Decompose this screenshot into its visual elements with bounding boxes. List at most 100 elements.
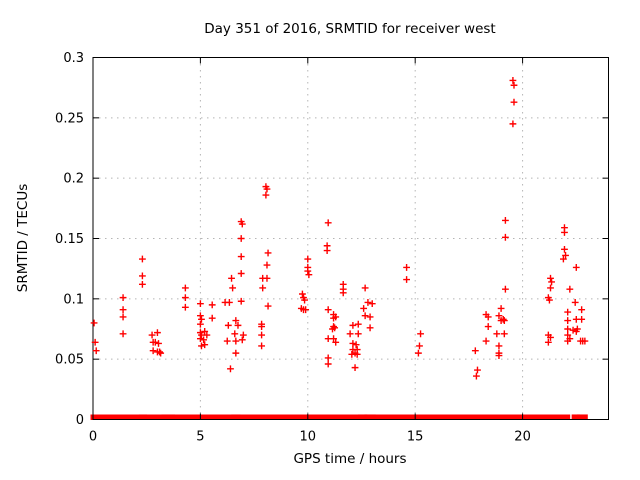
data-point — [416, 342, 423, 350]
x-axis-label: GPS time / hours — [293, 451, 406, 467]
data-point — [139, 255, 146, 263]
data-point — [547, 334, 554, 341]
data-point — [139, 272, 146, 280]
data-point — [330, 335, 337, 343]
data-point — [237, 270, 245, 277]
data-point — [302, 306, 310, 314]
data-point — [232, 317, 240, 324]
data-point — [208, 314, 216, 322]
x-tick-label: 15 — [407, 430, 424, 445]
data-point — [564, 331, 572, 339]
data-point — [198, 315, 205, 323]
x-tick-label: 0 — [89, 430, 97, 445]
data-point — [495, 312, 503, 320]
data-point — [559, 255, 567, 263]
data-point — [258, 331, 266, 339]
data-point — [264, 249, 272, 257]
y-tick-label: 0.15 — [55, 232, 84, 247]
data-point — [364, 299, 372, 306]
data-point — [360, 305, 368, 312]
data-point — [201, 328, 209, 335]
data-point — [361, 312, 369, 320]
data-point — [238, 220, 246, 228]
data-point — [323, 247, 331, 254]
chart-title: Day 351 of 2016, SRMTID for receiver wes… — [204, 21, 495, 37]
data-point — [502, 233, 509, 241]
y-tick-label: 0.25 — [55, 111, 84, 126]
data-point — [237, 297, 245, 305]
data-point — [415, 349, 422, 357]
data-point — [181, 294, 189, 302]
data-point — [510, 81, 518, 89]
data-point — [493, 330, 501, 338]
data-point — [417, 330, 424, 338]
data-point — [263, 274, 271, 282]
data-point — [119, 306, 127, 314]
data-point — [569, 326, 577, 334]
data-point — [259, 284, 267, 292]
data-point — [497, 305, 505, 312]
tick-marks — [92, 57, 609, 420]
data-point — [181, 284, 189, 292]
data-point — [324, 360, 332, 368]
data-point — [264, 302, 272, 310]
data-point — [547, 284, 554, 292]
data-point — [368, 300, 376, 308]
data-point — [361, 284, 369, 292]
data-point — [502, 217, 509, 224]
data-point — [354, 320, 362, 328]
data-point — [562, 251, 569, 259]
data-point — [353, 350, 361, 358]
data-point — [258, 342, 266, 350]
y-tick-label: 0.1 — [63, 292, 84, 307]
data-point — [227, 365, 234, 373]
data-point — [500, 330, 508, 338]
tick-labels: 0 5 10 15 20 0 0.05 0.1 0.15 0.2 0.25 0.3 — [55, 51, 531, 445]
data-point — [301, 296, 308, 304]
data-point — [349, 340, 357, 347]
data-point — [196, 320, 204, 328]
data-point — [561, 245, 568, 253]
data-point — [495, 342, 503, 350]
data-point — [258, 323, 266, 330]
y-tick-label: 0.05 — [55, 353, 84, 368]
data-point — [232, 337, 240, 345]
data-point — [547, 274, 554, 282]
data-point — [329, 325, 336, 333]
data-point — [238, 336, 246, 344]
data-point — [482, 337, 490, 345]
data-point — [305, 271, 313, 279]
data-point — [499, 315, 507, 323]
data-point — [231, 330, 239, 338]
data-point — [157, 349, 165, 357]
data-point — [571, 299, 579, 306]
data-point — [156, 348, 163, 356]
data-point — [581, 337, 589, 345]
data-point — [196, 300, 204, 308]
data-point — [263, 185, 271, 193]
data-point — [151, 338, 159, 346]
data-point — [564, 308, 572, 316]
data-point — [484, 323, 492, 330]
y-tick-label: 0.3 — [63, 51, 84, 66]
data-point — [91, 338, 99, 346]
data-point — [354, 330, 362, 338]
data-point — [578, 306, 586, 314]
data-point — [299, 290, 306, 298]
data-point — [263, 261, 271, 269]
data-point — [546, 296, 553, 304]
data-point — [502, 285, 509, 293]
y-tick-label: 0 — [76, 413, 84, 428]
data-point — [225, 299, 233, 306]
data-point — [330, 314, 337, 322]
data-point — [578, 315, 586, 323]
data-point — [304, 267, 312, 275]
data-point — [223, 337, 231, 345]
data-point — [500, 317, 508, 324]
x-tick-label: 20 — [514, 430, 531, 445]
data-point — [366, 324, 374, 332]
data-point — [349, 321, 357, 329]
data-point — [237, 235, 245, 242]
data-point — [119, 330, 127, 338]
